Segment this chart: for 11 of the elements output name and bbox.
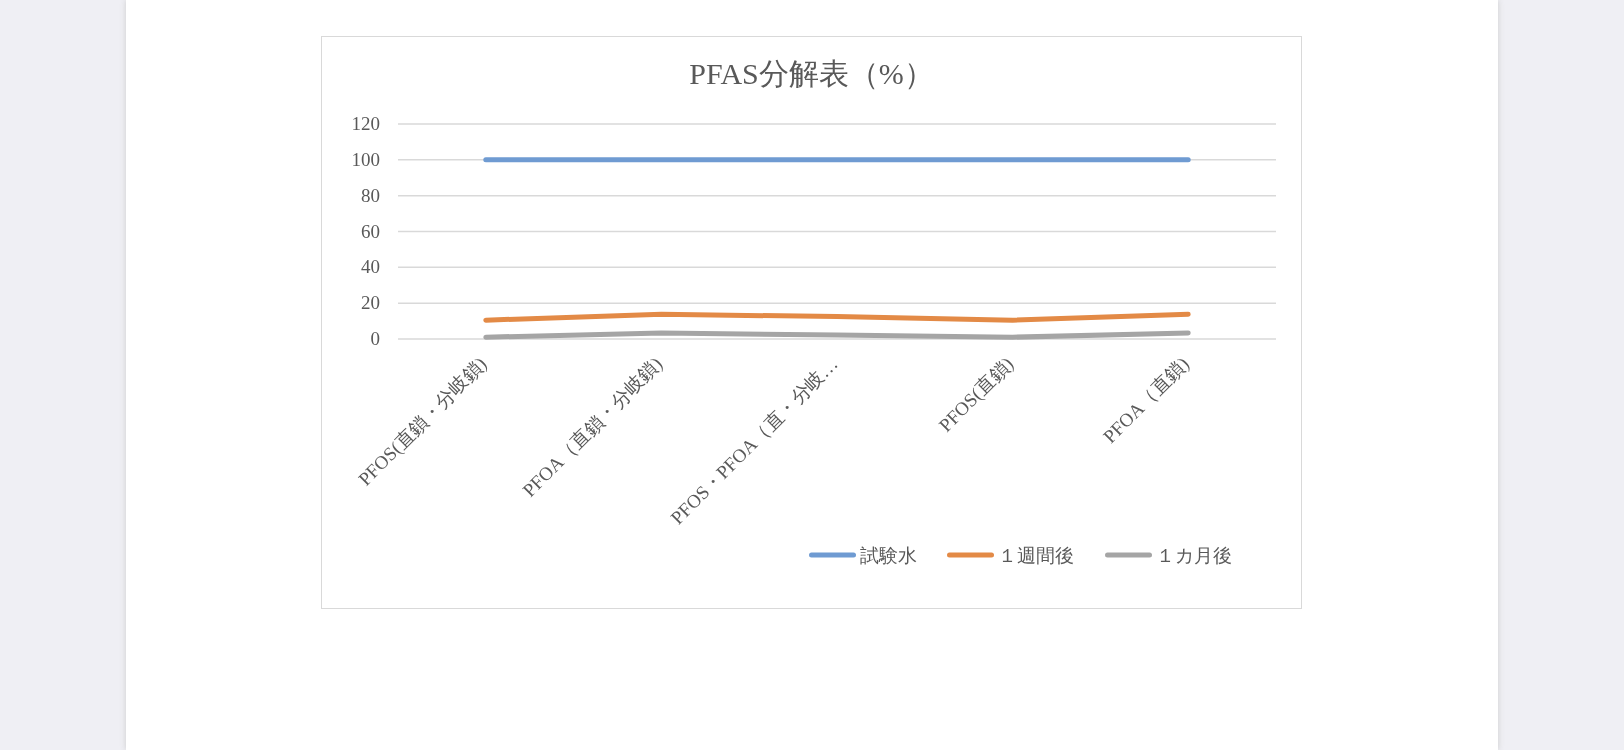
legend-label: １カ月後: [1155, 545, 1232, 566]
legend-label: １週間後: [997, 545, 1074, 566]
legend-label: 試験水: [859, 545, 917, 566]
y-tick-label: 100: [351, 148, 380, 170]
y-tick-label: 120: [351, 113, 380, 134]
y-tick-label: 0: [370, 328, 380, 349]
y-tick-label: 60: [361, 220, 380, 242]
chart-title: PFAS分解表（%）: [689, 57, 934, 90]
y-tick-label: 80: [361, 184, 380, 206]
y-tick-label: 20: [361, 292, 380, 314]
y-tick-label: 40: [361, 256, 380, 278]
